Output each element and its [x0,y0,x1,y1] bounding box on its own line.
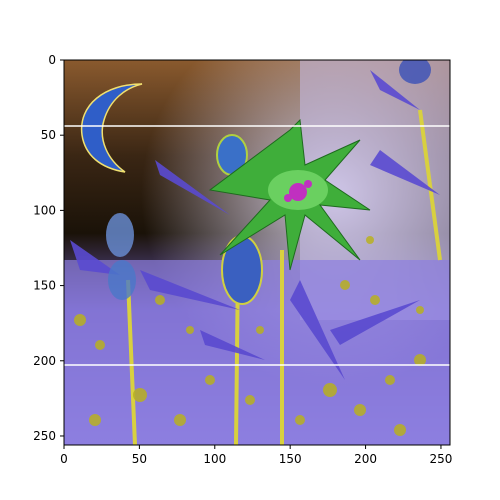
axes-frame [63,59,451,446]
x-tick-label: 0 [60,452,68,466]
speckles [74,236,426,436]
y-tick-label: 100 [33,203,56,217]
y-tick-label: 50 [41,128,56,142]
y-tick-label: 150 [33,279,56,293]
bud [108,260,136,300]
image [64,60,450,445]
x-tick-label: 100 [203,452,226,466]
thistle-flower [208,118,371,271]
x-tick-label: 250 [430,452,453,466]
y-tick-label: 250 [33,429,56,443]
bud [106,213,134,257]
x-tick-label: 150 [279,452,302,466]
y-tick-label: 200 [33,354,56,368]
y-tick-label: 0 [48,53,56,67]
moon-shape [80,83,143,173]
bud [399,60,431,84]
x-tick-label: 50 [132,452,147,466]
leaves [70,70,440,380]
x-tick-label: 200 [354,452,377,466]
x-axis: 0 50 100 150 200 250 [60,445,452,466]
y-axis: 0 50 100 150 200 250 [33,53,64,443]
